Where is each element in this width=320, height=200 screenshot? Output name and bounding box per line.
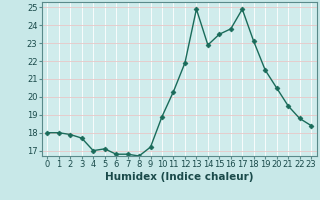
- X-axis label: Humidex (Indice chaleur): Humidex (Indice chaleur): [105, 172, 253, 182]
